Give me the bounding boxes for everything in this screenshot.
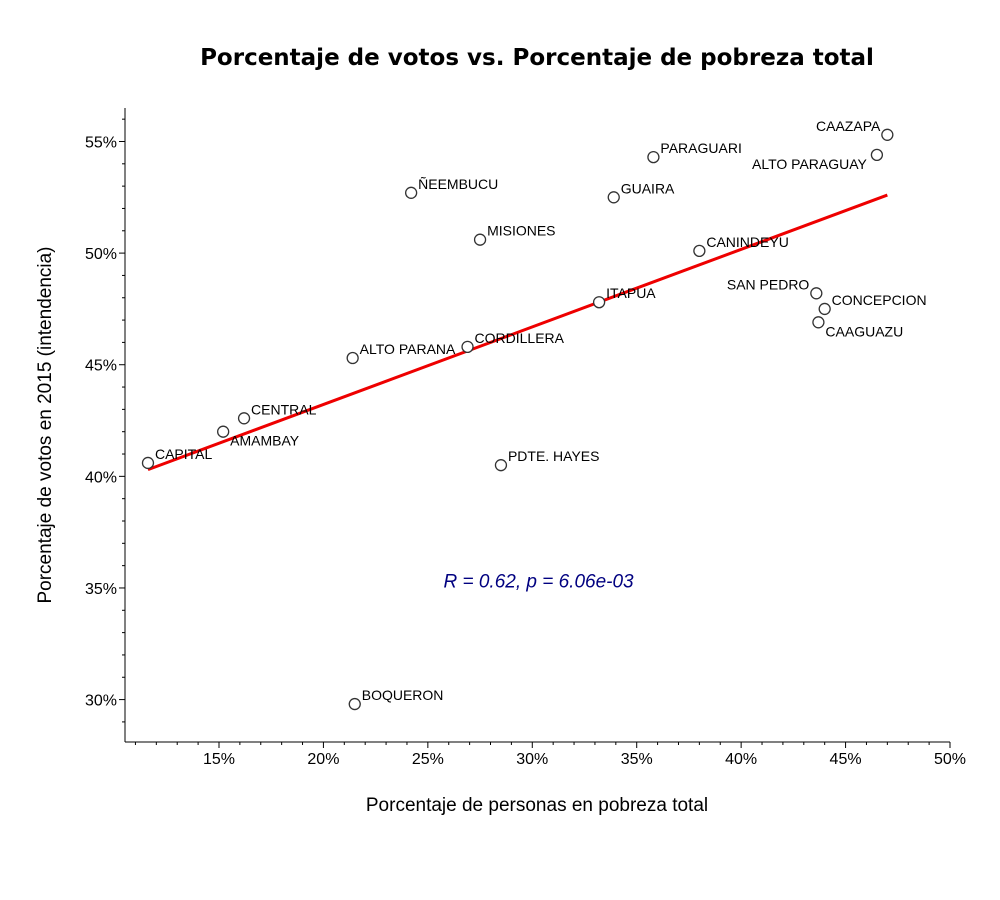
y-axis-label: Porcentaje de votos en 2015 (intendencia…	[35, 246, 56, 603]
axis-ticks: 15% 20% 25% 30% 35% 40% 45% 50% 30% 35% 40% 45% 50% 5…	[85, 118, 966, 768]
data-point	[607, 191, 620, 204]
x-tick-label: 40%	[725, 751, 757, 768]
x-tick-label: 15%	[203, 751, 235, 768]
x-tick-label: 20%	[307, 751, 339, 768]
x-tick-label: 30%	[516, 751, 548, 768]
data-points: CAPITAL AMAMBAY CENTRAL ALTO PARANA BOQUERON…	[141, 118, 927, 711]
point-label: MISIONES	[487, 223, 555, 239]
data-point	[473, 233, 487, 246]
data-point	[592, 296, 606, 309]
point-label: GUAIRA	[621, 180, 675, 196]
point-label: ITAPUA	[606, 285, 656, 301]
chart-title: Porcentaje de votos vs. Porcentaje de po…	[200, 45, 874, 71]
point-label: PDTE. HAYES	[508, 448, 600, 464]
point-label: CORDILLERA	[475, 330, 565, 346]
point-label: ALTO PARANA	[360, 341, 456, 357]
point-label: SAN PEDRO	[727, 276, 810, 292]
y-tick-label: 45%	[85, 358, 117, 375]
point-label: CAPITAL	[155, 446, 213, 462]
point-label: ÑEEMBUCU	[418, 176, 498, 192]
point-label: CANINDEYU	[706, 234, 788, 250]
data-point	[647, 150, 660, 164]
data-point	[141, 456, 155, 470]
regression-line	[147, 193, 888, 472]
regression-line-group	[147, 193, 888, 472]
data-point	[348, 697, 361, 711]
data-point	[812, 316, 825, 329]
x-axis-label: Porcentaje de personas en pobreza total	[366, 795, 708, 816]
point-label: CAAGUAZU	[825, 323, 903, 339]
point-label: CENTRAL	[251, 401, 317, 417]
x-tick-label: 50%	[934, 751, 966, 768]
point-label: PARAGUARI	[660, 140, 741, 156]
point-label: ALTO PARAGUAY	[752, 156, 868, 172]
data-point	[881, 128, 894, 141]
data-point	[404, 186, 418, 199]
data-point	[461, 340, 474, 354]
data-point	[346, 351, 359, 365]
point-label: CONCEPCION	[832, 292, 927, 308]
y-tick-label: 55%	[85, 134, 117, 151]
y-tick-label: 35%	[85, 581, 117, 598]
data-point	[217, 425, 230, 438]
x-tick-label: 35%	[621, 751, 653, 768]
y-tick-label: 50%	[85, 246, 117, 263]
y-tick-label: 40%	[85, 469, 117, 486]
data-point	[237, 412, 251, 425]
data-point	[818, 302, 831, 316]
data-point	[693, 244, 706, 258]
point-label: AMAMBAY	[230, 433, 300, 449]
correlation-annotation: R = 0.62, p = 6.06e-03	[443, 571, 634, 592]
point-label: BOQUERON	[362, 687, 444, 703]
x-tick-label: 45%	[830, 751, 862, 768]
y-tick-label: 30%	[85, 693, 117, 710]
x-tick-label: 25%	[412, 751, 444, 768]
data-point	[494, 459, 508, 472]
data-point	[870, 148, 884, 162]
data-point	[810, 287, 823, 300]
point-label: CAAZAPA	[816, 118, 881, 134]
